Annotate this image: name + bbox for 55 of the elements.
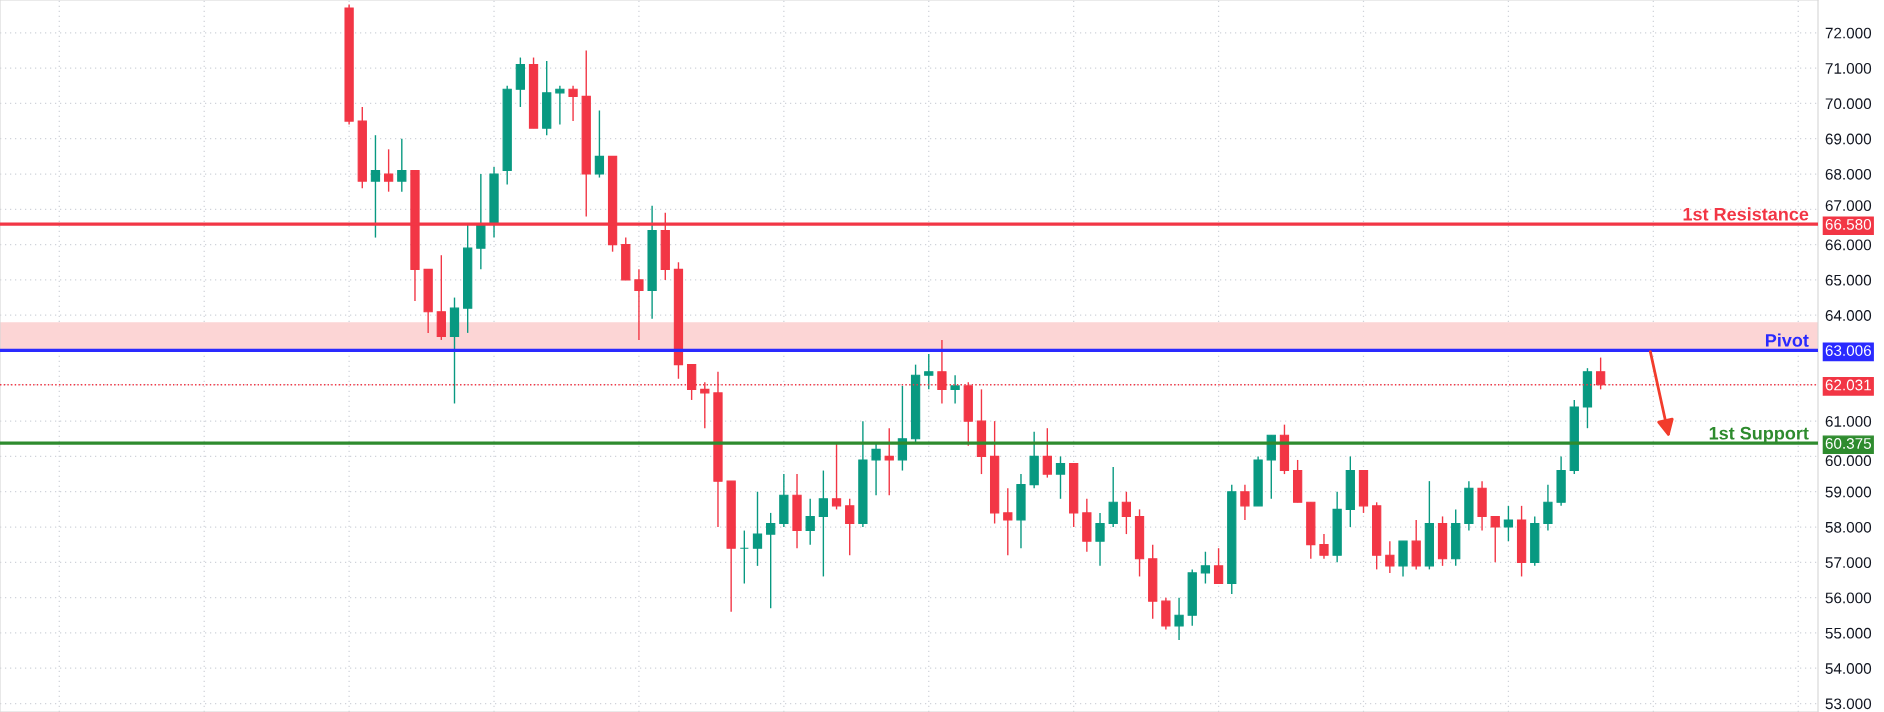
candlestick: [397, 138, 407, 193]
candlestick: [752, 491, 763, 567]
y-tick-label: 53.000: [1825, 698, 1872, 710]
y-tick-label: 64.000: [1825, 310, 1872, 321]
y-tick-label: 61.000: [1825, 416, 1872, 427]
y-tick-label: 59.000: [1825, 486, 1872, 498]
y-tick-label: 66.000: [1825, 239, 1872, 251]
candlestick: [634, 268, 644, 341]
candlestick: [1503, 505, 1514, 542]
candlestick: [1213, 547, 1224, 585]
candlestick: [383, 148, 394, 193]
candlestick: [1385, 540, 1395, 574]
ref-line-label: 1st Resistance: [1683, 207, 1809, 221]
candlestick: [1055, 455, 1066, 500]
candlestick: [924, 353, 934, 391]
candlestick: [1095, 512, 1105, 567]
y-tick-label: 62.031: [1825, 379, 1871, 391]
candlestick: [766, 512, 776, 609]
candlestick: [805, 498, 815, 546]
ref-line-label: Pivot: [1765, 333, 1809, 347]
y-tick-label: 67.000: [1825, 200, 1872, 212]
ref-line-label: 1st Support: [1709, 426, 1809, 444]
y-tick-label: 70.000: [1825, 98, 1872, 110]
y-tick-label: 66.580: [1825, 219, 1872, 230]
y-tick-label: 56.000: [1825, 592, 1872, 604]
y-tick-label: 60.000: [1825, 455, 1872, 467]
candlestick: [884, 427, 894, 496]
candlestick: [845, 498, 855, 556]
candlestick: [950, 374, 960, 405]
candlestick: [1490, 515, 1500, 564]
y-tick-label: 63.006: [1825, 345, 1871, 356]
y-tick-label: 57.000: [1825, 557, 1872, 569]
candlestick: [370, 134, 381, 239]
y-tick-label: 65.000: [1825, 274, 1872, 286]
y-tick-label: 60.375: [1825, 438, 1872, 449]
candlestick: [594, 109, 605, 179]
candlestick: [1319, 533, 1329, 560]
candlestick: [1174, 596, 1184, 641]
candlestick: [1003, 487, 1013, 556]
candlestick: [1121, 491, 1132, 535]
y-tick-label: 58.000: [1825, 521, 1872, 533]
candlestick: [1543, 483, 1553, 532]
candlestick: [1042, 427, 1052, 479]
candlestick: [568, 85, 578, 122]
candlestick: [818, 469, 829, 578]
y-tick-label: 54.000: [1825, 663, 1872, 674]
candlestick: [555, 85, 565, 126]
candlestick: [1240, 483, 1250, 521]
candlestick: [1200, 551, 1211, 585]
y-tick-label: 71.000: [1825, 63, 1872, 74]
y-tick-label: 55.000: [1825, 627, 1872, 639]
y-tick-label: 72.000: [1825, 27, 1872, 39]
y-tick-label: 69.000: [1825, 133, 1872, 145]
candlestick: [1108, 466, 1118, 528]
y-tick-label: 68.000: [1825, 168, 1872, 180]
